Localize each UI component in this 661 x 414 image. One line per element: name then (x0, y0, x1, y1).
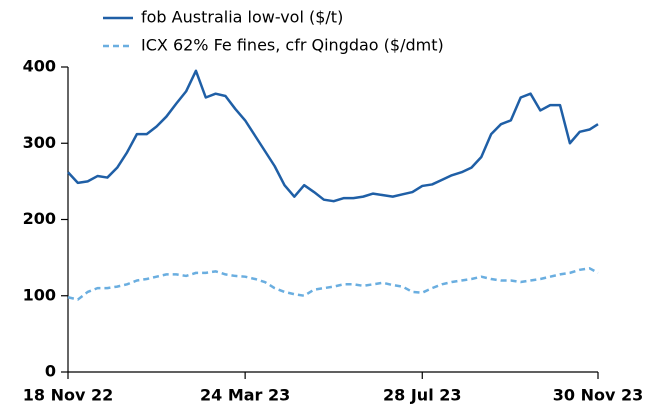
y-tick-label: 0 (45, 362, 56, 381)
x-tick-label: 28 Jul 23 (383, 386, 462, 405)
y-tick-label: 200 (23, 209, 56, 228)
x-tick-label: 24 Mar 23 (200, 386, 290, 405)
x-tick-label: 30 Nov 23 (553, 386, 643, 405)
y-tick-label: 300 (23, 133, 56, 152)
series-line (67, 267, 599, 301)
legend-label: fob Australia low-vol ($/t) (141, 8, 343, 27)
y-tick-label: 400 (23, 57, 56, 76)
legend-label: ICX 62% Fe fines, cfr Qingdao ($/dmt) (141, 36, 444, 55)
x-tick-label: 18 Nov 22 (23, 386, 113, 405)
series-line (67, 69, 599, 203)
y-tick-label: 100 (23, 285, 56, 304)
